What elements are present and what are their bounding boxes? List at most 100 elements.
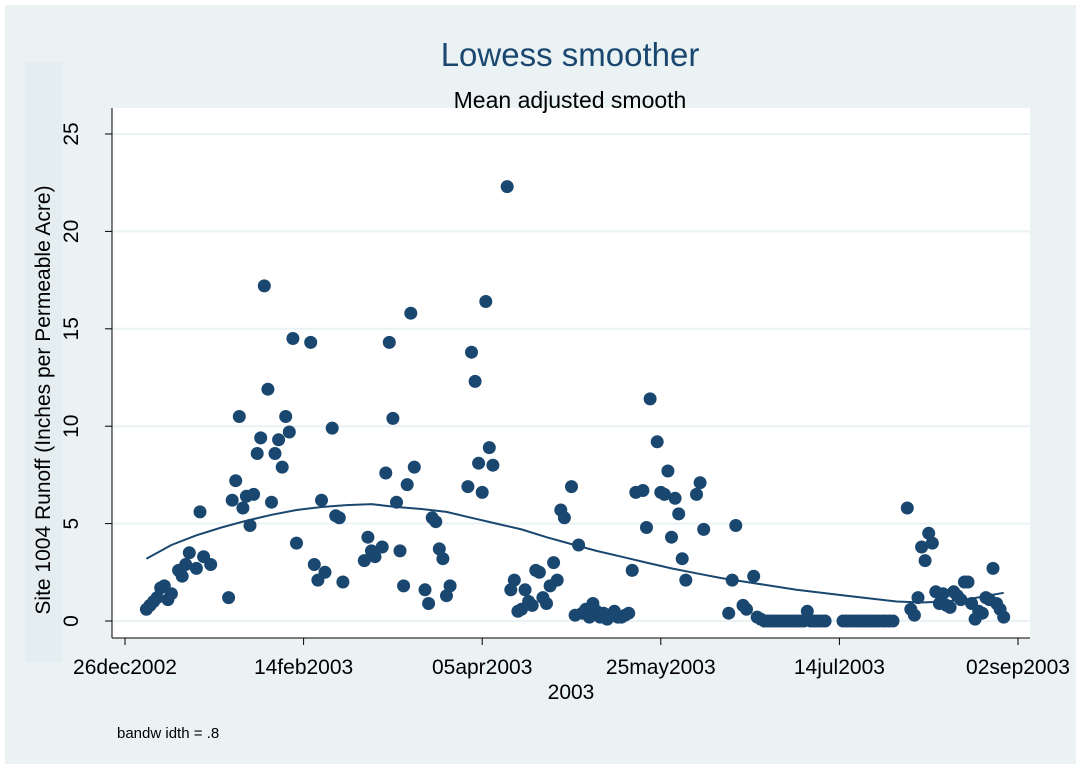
data-point <box>272 433 286 447</box>
data-point <box>547 556 561 570</box>
data-point <box>922 526 936 540</box>
data-point <box>747 569 761 583</box>
data-point <box>722 606 736 620</box>
data-point <box>486 458 500 472</box>
data-point <box>257 279 271 293</box>
data-point <box>393 544 407 558</box>
data-point <box>318 565 332 579</box>
data-point <box>422 597 436 610</box>
data-point <box>479 295 493 308</box>
data-point <box>675 552 689 566</box>
data-point <box>907 608 921 622</box>
x-tick-label: 14jul2003 <box>794 656 885 679</box>
data-point <box>265 495 278 509</box>
data-point <box>282 425 296 439</box>
data-point <box>332 511 346 525</box>
data-point <box>475 485 489 499</box>
data-point <box>729 519 743 532</box>
lowess-line <box>145 503 1004 604</box>
data-point <box>679 573 693 587</box>
x-tick-label: 25may2003 <box>606 656 716 679</box>
data-point <box>429 515 443 529</box>
y-tick-label: 25 <box>60 122 83 145</box>
data-point <box>468 374 482 388</box>
smooth-line-layer <box>145 503 1004 604</box>
data-point <box>911 591 925 605</box>
data-point <box>164 587 178 601</box>
data-point <box>954 593 968 607</box>
data-point <box>643 392 657 406</box>
data-point <box>443 579 457 593</box>
data-point <box>336 575 350 589</box>
data-point <box>275 460 289 474</box>
data-point <box>636 484 650 497</box>
data-point <box>382 335 396 349</box>
data-point <box>572 538 586 552</box>
data-point <box>650 435 664 449</box>
x-tick-label: 05apr2003 <box>432 656 532 679</box>
data-point <box>279 410 293 423</box>
x-tick-label: 14feb2003 <box>254 656 353 679</box>
data-point <box>672 507 686 521</box>
data-point <box>525 598 539 612</box>
y-tick-label: 20 <box>60 220 83 243</box>
data-point <box>500 180 514 194</box>
data-point <box>622 606 636 620</box>
data-point <box>232 410 246 423</box>
data-point <box>975 606 989 620</box>
data-point <box>286 332 300 345</box>
data-point <box>307 558 321 571</box>
points-layer <box>139 180 1011 628</box>
data-point <box>179 558 193 571</box>
y-tick-label: 0 <box>60 615 83 627</box>
data-point <box>665 530 678 544</box>
chart-subtitle: Mean adjusted smooth <box>454 87 687 113</box>
data-point <box>886 614 900 628</box>
data-point <box>229 474 243 488</box>
data-point <box>418 583 432 597</box>
data-point <box>304 335 318 349</box>
data-point <box>250 447 264 460</box>
data-point <box>986 561 1000 575</box>
data-point <box>472 456 486 470</box>
data-point <box>368 550 382 564</box>
data-point <box>725 573 739 587</box>
data-point <box>361 530 375 544</box>
data-point <box>379 466 393 480</box>
data-point <box>436 552 450 566</box>
y-tick-label: 5 <box>60 518 83 530</box>
data-point <box>565 480 578 494</box>
data-point <box>690 487 703 501</box>
data-point <box>357 554 371 568</box>
data-point <box>315 493 328 507</box>
data-point <box>640 521 653 534</box>
data-point <box>407 460 421 474</box>
x-tick-label: 26dec2002 <box>73 656 177 679</box>
ylabel-strip <box>25 62 62 662</box>
data-point <box>290 536 303 550</box>
data-point <box>540 597 553 610</box>
data-point <box>243 519 257 532</box>
data-point <box>482 441 496 455</box>
data-point <box>693 476 707 490</box>
data-point <box>518 583 532 597</box>
data-point <box>400 478 414 492</box>
data-point <box>189 561 203 575</box>
data-point <box>404 306 418 320</box>
data-point <box>925 536 939 550</box>
data-point <box>247 487 261 501</box>
data-point <box>661 464 675 478</box>
chart-title: Lowess smoother <box>441 36 700 73</box>
data-point <box>182 546 196 560</box>
data-point <box>900 501 914 515</box>
data-point <box>936 587 950 601</box>
data-point <box>465 345 478 359</box>
data-point <box>261 382 275 396</box>
data-point <box>915 540 929 554</box>
data-point <box>375 540 389 554</box>
data-point <box>657 487 671 501</box>
data-point <box>254 431 268 445</box>
data-point <box>386 411 400 425</box>
data-point <box>175 569 189 583</box>
